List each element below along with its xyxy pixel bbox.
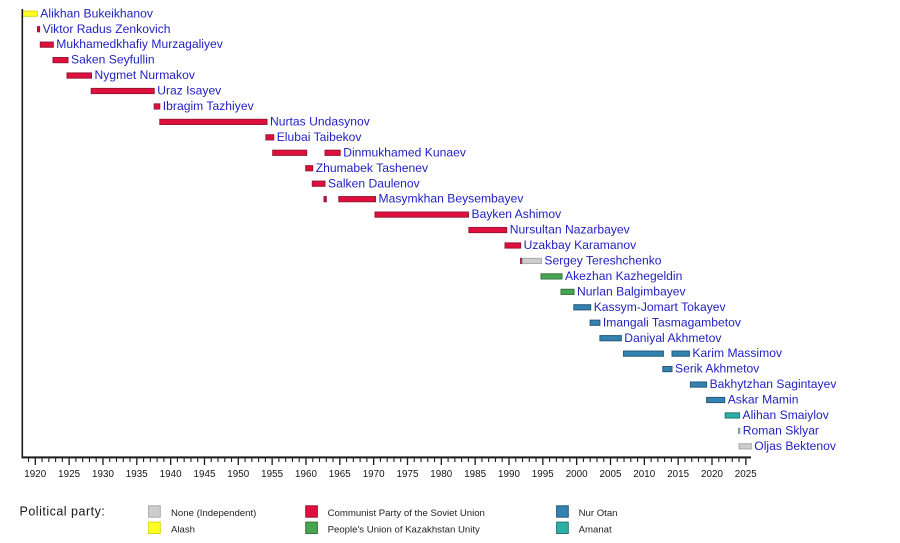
svg-text:Bayken Ashimov: Bayken Ashimov bbox=[472, 207, 562, 221]
svg-text:Alihan Smaiylov: Alihan Smaiylov bbox=[743, 408, 829, 422]
svg-text:Masymkhan Beysembayev: Masymkhan Beysembayev bbox=[379, 192, 524, 206]
svg-text:Salken Daulenov: Salken Daulenov bbox=[328, 176, 420, 190]
svg-text:1920: 1920 bbox=[24, 469, 46, 480]
svg-text:Elubai Taibekov: Elubai Taibekov bbox=[277, 130, 362, 144]
svg-text:2010: 2010 bbox=[633, 469, 655, 480]
svg-text:Nurlan Balgimbayev: Nurlan Balgimbayev bbox=[577, 284, 686, 298]
svg-text:Daniyal Akhmetov: Daniyal Akhmetov bbox=[624, 331, 721, 345]
svg-text:People's Union of Kazakhstan U: People's Union of Kazakhstan Unity bbox=[328, 524, 480, 535]
svg-text:Communist Party of the Soviet: Communist Party of the Soviet Union bbox=[328, 508, 485, 519]
svg-text:Sergey Tereshchenko: Sergey Tereshchenko bbox=[544, 254, 661, 268]
svg-text:2000: 2000 bbox=[566, 469, 588, 480]
svg-text:1945: 1945 bbox=[194, 469, 216, 480]
svg-text:1955: 1955 bbox=[261, 469, 283, 480]
svg-text:Nurtas Undasynov: Nurtas Undasynov bbox=[270, 114, 370, 128]
svg-text:1975: 1975 bbox=[397, 469, 419, 480]
svg-text:Uraz Isayev: Uraz Isayev bbox=[157, 84, 221, 98]
svg-text:1985: 1985 bbox=[464, 469, 486, 480]
svg-text:Bakhytzhan Sagintayev: Bakhytzhan Sagintayev bbox=[710, 377, 837, 391]
svg-text:1930: 1930 bbox=[92, 469, 114, 480]
svg-text:Roman Sklyar: Roman Sklyar bbox=[743, 423, 819, 437]
svg-text:Nursultan Nazarbayev: Nursultan Nazarbayev bbox=[510, 223, 630, 237]
svg-text:Kassym-Jomart Tokayev: Kassym-Jomart Tokayev bbox=[594, 300, 726, 314]
svg-text:2020: 2020 bbox=[701, 469, 723, 480]
svg-text:1980: 1980 bbox=[430, 469, 452, 480]
svg-text:2025: 2025 bbox=[735, 469, 757, 480]
svg-text:1995: 1995 bbox=[532, 469, 554, 480]
svg-text:Uzakbay Karamanov: Uzakbay Karamanov bbox=[524, 238, 637, 252]
svg-text:Akezhan Kazhegeldin: Akezhan Kazhegeldin bbox=[565, 269, 682, 283]
svg-text:1940: 1940 bbox=[160, 469, 182, 480]
svg-text:Viktor Radus Zenkovich: Viktor Radus Zenkovich bbox=[43, 22, 171, 36]
svg-text:2005: 2005 bbox=[600, 469, 622, 480]
svg-text:1960: 1960 bbox=[295, 469, 317, 480]
svg-text:2015: 2015 bbox=[667, 469, 689, 480]
svg-text:1925: 1925 bbox=[58, 469, 80, 480]
svg-text:1935: 1935 bbox=[126, 469, 148, 480]
svg-text:Ibragim Tazhiyev: Ibragim Tazhiyev bbox=[163, 99, 254, 113]
svg-text:1990: 1990 bbox=[498, 469, 520, 480]
svg-text:Nygmet Nurmakov: Nygmet Nurmakov bbox=[95, 68, 195, 82]
svg-text:Saken Seyfullin: Saken Seyfullin bbox=[71, 53, 155, 67]
svg-text:None (Independent): None (Independent) bbox=[171, 508, 256, 519]
svg-text:Nur Otan: Nur Otan bbox=[579, 508, 618, 519]
svg-text:Serik Akhmetov: Serik Akhmetov bbox=[675, 362, 759, 376]
svg-text:Karim Massimov: Karim Massimov bbox=[692, 346, 782, 360]
svg-text:1965: 1965 bbox=[329, 469, 351, 480]
svg-text:Imangali Tasmagambetov: Imangali Tasmagambetov bbox=[603, 315, 741, 329]
svg-text:Alikhan Bukeikhanov: Alikhan Bukeikhanov bbox=[40, 6, 153, 20]
svg-text:Zhumabek Tashenev: Zhumabek Tashenev bbox=[316, 161, 428, 175]
svg-text:Dinmukhamed Kunaev: Dinmukhamed Kunaev bbox=[343, 145, 466, 159]
svg-text:1970: 1970 bbox=[363, 469, 385, 480]
svg-text:Askar Mamin: Askar Mamin bbox=[728, 393, 799, 407]
svg-text:Mukhamedkhafiy Murzagaliyev: Mukhamedkhafiy Murzagaliyev bbox=[56, 37, 223, 51]
svg-text:1950: 1950 bbox=[227, 469, 249, 480]
svg-text:Oljas Bektenov: Oljas Bektenov bbox=[754, 439, 836, 453]
svg-text:Amanat: Amanat bbox=[579, 524, 612, 535]
svg-text:Alash: Alash bbox=[171, 524, 195, 535]
svg-text:Political party:: Political party: bbox=[20, 504, 106, 518]
